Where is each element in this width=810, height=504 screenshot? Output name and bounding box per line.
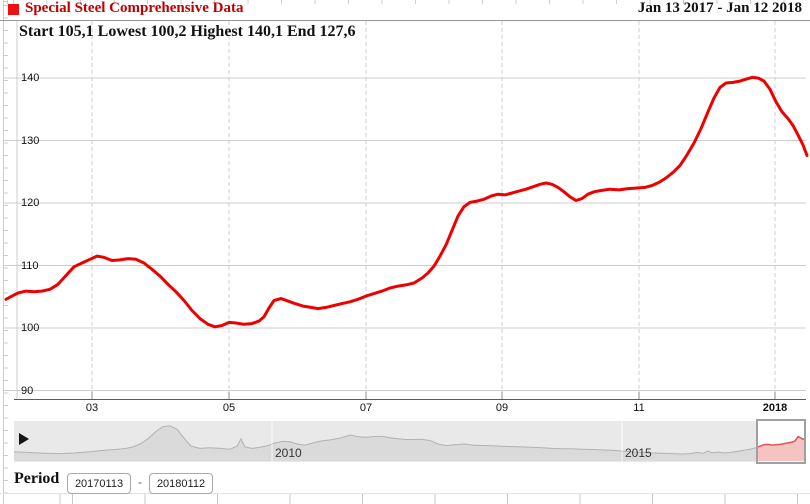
navigator-line <box>13 425 806 455</box>
top-ruler-ticks <box>0 0 810 4</box>
legend-square-icon <box>8 4 19 15</box>
navigator-year-label: 2010 <box>275 446 302 460</box>
x-axis-label: 03 <box>85 402 99 414</box>
x-axis-label: 07 <box>359 402 373 414</box>
navigator-year-label: 2015 <box>625 446 652 460</box>
date-range: Jan 13 2017 - Jan 12 2018 <box>637 0 802 16</box>
summary-text: Start 105,1 Lowest 100,2 Highest 140,1 E… <box>19 23 356 40</box>
y-axis-label: 140 <box>21 72 40 84</box>
chart-plot-area[interactable] <box>4 21 806 399</box>
navigator-area <box>14 425 805 461</box>
left-ruler-ticks <box>4 0 8 504</box>
x-axis-label: 2018 <box>762 402 788 414</box>
navigator-selected-area <box>757 436 805 461</box>
period-separator: - <box>138 475 142 489</box>
price-line <box>4 75 809 329</box>
navigator-selection-window[interactable] <box>755 419 807 463</box>
navigator-expand-arrow-icon[interactable] <box>19 433 29 445</box>
x-axis-label: 05 <box>222 402 236 414</box>
header-separator <box>0 20 810 21</box>
period-from-input[interactable] <box>67 473 131 494</box>
y-axis-label: 130 <box>21 134 40 147</box>
y-axis-label: 90 <box>21 384 34 397</box>
bottom-ruler-line <box>0 493 810 494</box>
x-axis-label: 09 <box>495 402 509 414</box>
chart-title: Special Steel Comprehensive Data <box>25 0 244 16</box>
period-to-input[interactable] <box>149 473 213 494</box>
navigator-selection-border <box>756 419 806 464</box>
y-axis-label: 100 <box>21 322 40 334</box>
left-ruler-line <box>3 0 4 504</box>
y-axis-label: 110 <box>21 259 39 272</box>
x-axis-label: 11 <box>633 402 645 414</box>
y-axis-label: 120 <box>21 197 40 209</box>
bottom-ruler-ticks <box>0 494 810 504</box>
period-label: Period <box>14 470 60 487</box>
